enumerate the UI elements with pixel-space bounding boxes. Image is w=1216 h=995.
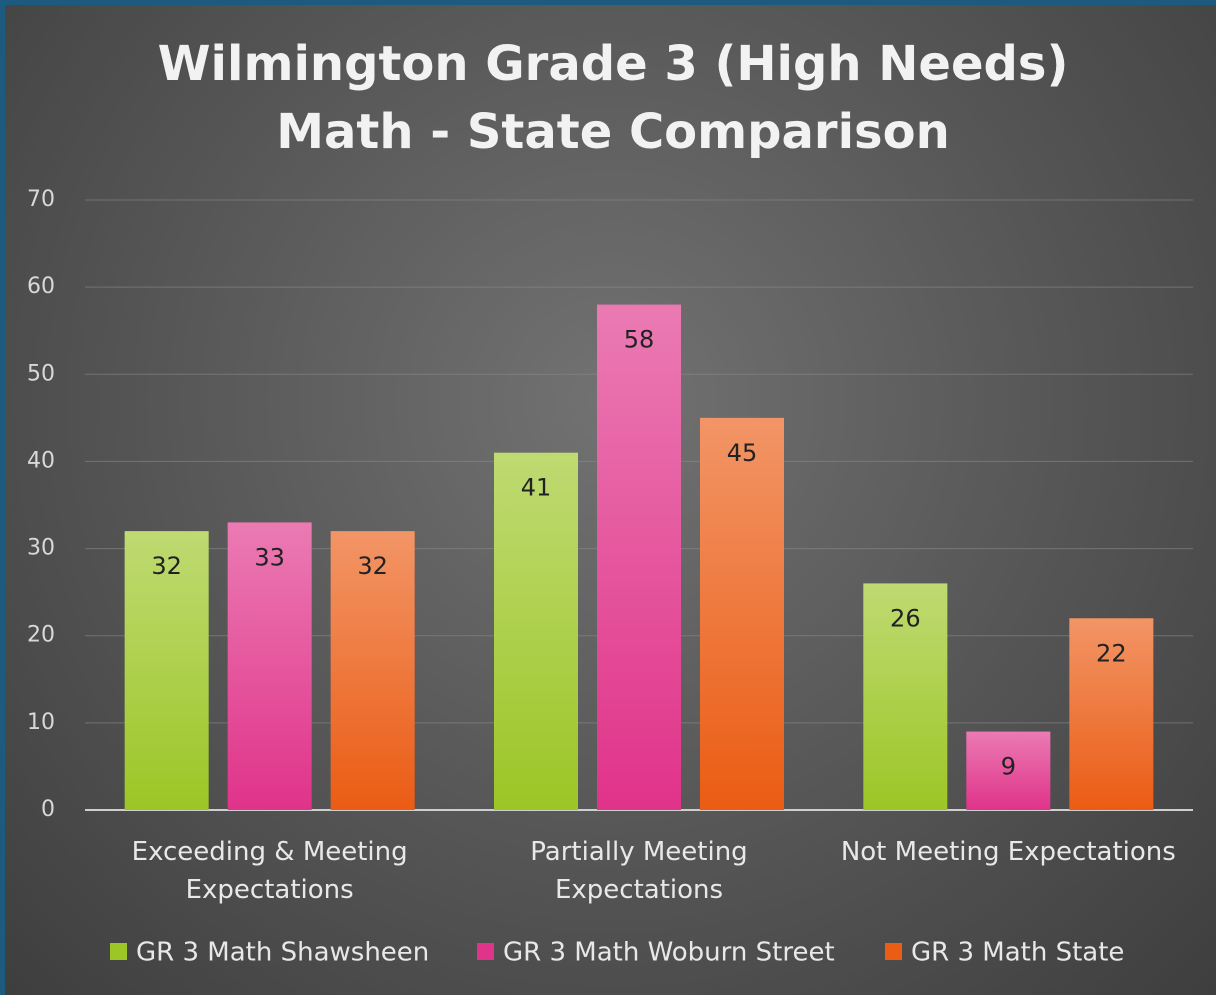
data-label: 58 <box>624 326 655 354</box>
legend-label: GR 3 Math Woburn Street <box>503 938 835 968</box>
data-label: 45 <box>727 439 758 467</box>
bar-shine <box>124 531 209 810</box>
x-tick-label: Not Meeting Expectations <box>840 837 1176 867</box>
legend-swatch <box>110 943 127 960</box>
data-label: 33 <box>254 543 285 571</box>
bar-shine <box>966 731 1051 810</box>
bar-shine <box>1069 618 1154 810</box>
chart-title: Wilmington Grade 3 (High Needs) <box>158 36 1069 92</box>
x-tick-label: Exceeding & Meeting Expectations <box>131 837 408 905</box>
y-tick-label: 20 <box>27 623 55 648</box>
x-tick-label: Partially Meeting Expectations <box>530 837 748 905</box>
chart-background: Wilmington Grade 3 (High Needs) Math - S… <box>5 5 1216 995</box>
y-tick-label: 60 <box>27 274 55 299</box>
legend-swatch <box>885 943 902 960</box>
data-label: 41 <box>521 474 552 502</box>
bar-shine <box>597 304 681 810</box>
bar-shine <box>494 452 578 810</box>
legend-label: GR 3 Math State <box>911 938 1124 968</box>
y-tick-label: 30 <box>27 536 55 561</box>
y-tick-label: 70 <box>27 187 55 212</box>
y-tick-label: 10 <box>27 710 55 735</box>
y-tick-label: 0 <box>41 797 55 822</box>
y-tick-label: 50 <box>27 361 55 386</box>
data-label: 22 <box>1096 639 1127 667</box>
data-label: 26 <box>890 604 921 632</box>
y-tick-label: 40 <box>27 448 55 473</box>
bar-shine <box>863 583 948 810</box>
legend-swatch <box>477 943 494 960</box>
data-label: 32 <box>357 552 388 580</box>
data-label: 32 <box>151 552 182 580</box>
chart-title: Math - State Comparison <box>276 104 950 160</box>
chart: Wilmington Grade 3 (High Needs) Math - S… <box>27 36 1193 968</box>
bar-shine <box>700 417 784 810</box>
bar-shine <box>227 522 312 810</box>
data-label: 9 <box>1001 753 1016 781</box>
legend-label: GR 3 Math Shawsheen <box>136 938 429 968</box>
bar-shine <box>330 531 415 810</box>
